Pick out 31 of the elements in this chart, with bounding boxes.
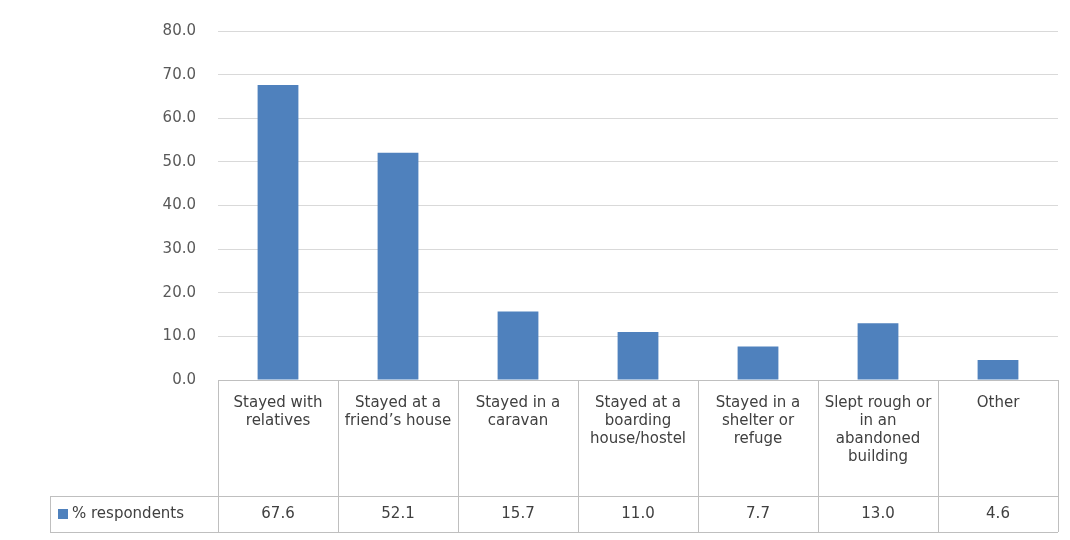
x-tick-label: Stayed at a boarding house/hostel <box>589 392 687 447</box>
data-label: 11.0 <box>621 503 655 522</box>
bar <box>737 346 779 380</box>
y-tick-label: 70.0 <box>162 64 196 83</box>
y-tick-label: 0.0 <box>172 369 196 388</box>
data-label: 4.6 <box>986 503 1010 522</box>
data-label: 13.0 <box>861 503 895 522</box>
bar <box>977 359 1019 380</box>
x-tick-label: Other <box>976 392 1021 411</box>
y-tick-label: 10.0 <box>162 326 196 345</box>
y-tick-label: 20.0 <box>162 282 196 301</box>
x-tick-label: Stayed at a friend’s house <box>344 392 452 429</box>
x-tick-label: Stayed in a shelter or refuge <box>715 392 801 447</box>
y-tick-label: 50.0 <box>162 151 196 170</box>
y-tick-label: 60.0 <box>162 108 196 127</box>
data-label: 7.7 <box>746 503 770 522</box>
legend-label: % respondents <box>72 503 185 522</box>
bar <box>377 152 419 380</box>
y-tick-label: 30.0 <box>162 239 196 258</box>
x-tick-label: Stayed with relatives <box>233 392 323 429</box>
x-tick-label: Stayed in a caravan <box>475 392 561 429</box>
data-label: 15.7 <box>501 503 535 522</box>
bar <box>257 85 299 380</box>
data-label: 52.1 <box>381 503 415 522</box>
data-label: 67.6 <box>261 503 295 522</box>
bar <box>497 311 539 380</box>
y-tick-label: 40.0 <box>162 195 196 214</box>
bar <box>857 323 899 380</box>
y-tick-label: 80.0 <box>162 20 196 39</box>
x-tick-label: Slept rough or in an abandoned building <box>824 392 933 465</box>
bar <box>617 332 659 380</box>
